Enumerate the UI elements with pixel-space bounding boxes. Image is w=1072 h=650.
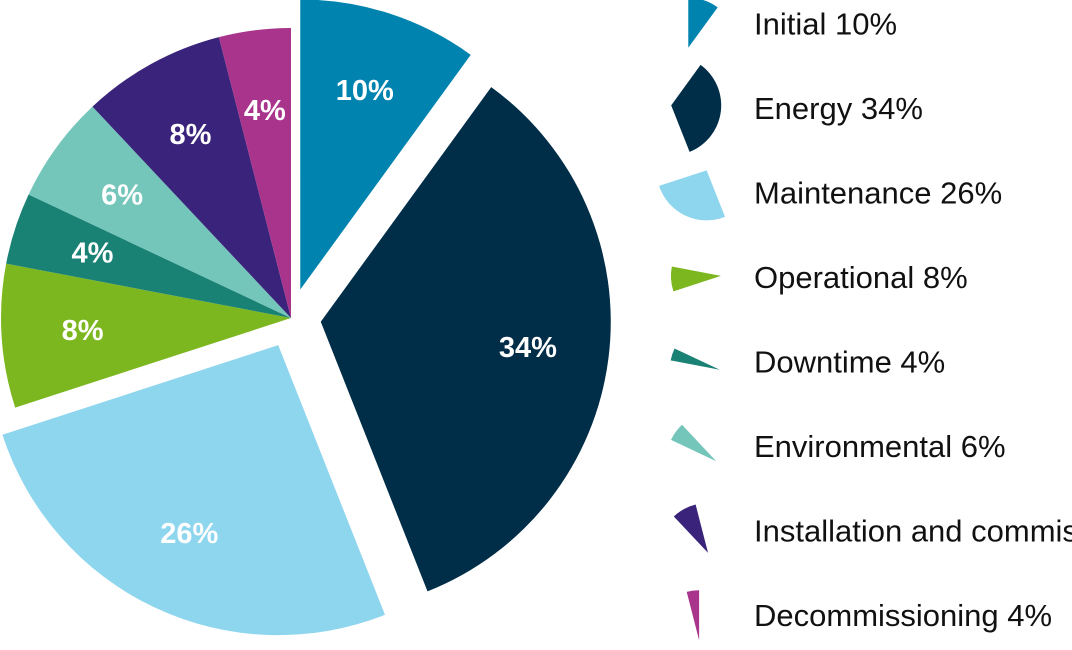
pie-slice-maintenance xyxy=(2,345,385,636)
legend-label-decommissioning: Decommissioning 4% xyxy=(754,598,1052,633)
slice-label-initial: 10% xyxy=(336,75,394,107)
pie-slices xyxy=(1,0,611,636)
legend-icon-downtime xyxy=(670,348,720,370)
legend-icon-initial xyxy=(688,0,718,48)
legend: Initial 10% Energy 34% Maintenance 26% Oper… xyxy=(659,0,1072,641)
pie-slice-downtime xyxy=(6,194,291,318)
legend-label-installation-and-commissioning: Installation and commissioning 8% xyxy=(754,514,1072,549)
pie-slice-decommissioning xyxy=(218,28,291,318)
legend-icon-environmental xyxy=(670,424,717,462)
pie-slice-initial xyxy=(300,0,471,290)
pie-slice-installation-and-commissioning xyxy=(92,37,291,319)
pie-slice-energy xyxy=(320,87,611,592)
slice-label-installation-and-commissioning: 8% xyxy=(169,119,211,151)
legend-label-downtime: Downtime 4% xyxy=(754,345,945,380)
legend-label-environmental: Environmental 6% xyxy=(754,429,1006,464)
legend-icon-maintenance xyxy=(659,170,726,221)
legend-label-initial: Initial 10% xyxy=(754,7,897,42)
pie-slice-environmental xyxy=(28,106,291,318)
slice-label-environmental: 6% xyxy=(101,179,143,211)
legend-icon-energy xyxy=(671,64,722,152)
pie-slice-operational xyxy=(1,263,292,408)
slice-label-decommissioning: 4% xyxy=(244,95,286,127)
slice-label-energy: 34% xyxy=(499,332,557,364)
slice-label-maintenance: 26% xyxy=(160,518,218,550)
legend-icon-operational xyxy=(670,266,721,292)
slice-label-downtime: 4% xyxy=(71,238,113,270)
legend-label-operational: Operational 8% xyxy=(754,260,968,295)
legend-icon-installation-and-commissioning xyxy=(673,504,709,553)
legend-label-energy: Energy 34% xyxy=(754,91,923,126)
pie-slice-labels: 10% 34% 26% 8% 4% 6% 8% 4% xyxy=(62,75,557,550)
slice-label-operational: 8% xyxy=(62,315,104,347)
legend-label-maintenance: Maintenance 26% xyxy=(754,176,1002,211)
legend-icon-decommissioning xyxy=(686,590,700,641)
